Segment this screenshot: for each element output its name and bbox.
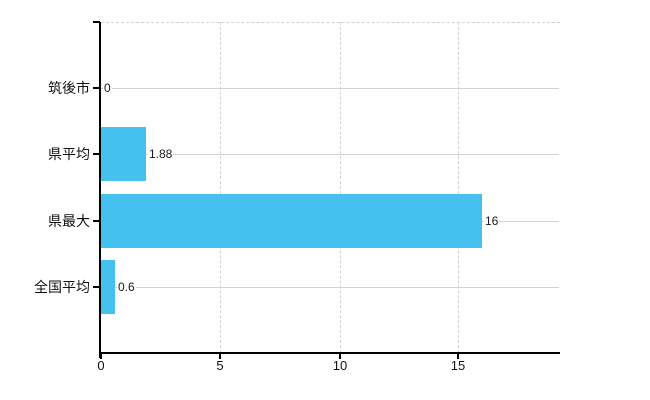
value-label-chikugo-shi: 0 — [103, 81, 112, 95]
category-label-ken-saidai: 県最大 — [48, 213, 90, 229]
v-gridline-15 — [458, 22, 459, 353]
x-tick-label-5: 5 — [216, 358, 224, 373]
y-tick-row-1 — [93, 153, 100, 155]
h-gridline-row-3 — [101, 287, 559, 288]
category-label-chikugo-shi: 筑後市 — [48, 80, 90, 96]
x-tick-5 — [219, 354, 221, 359]
x-axis-line — [99, 352, 560, 354]
x-tick-10 — [339, 354, 341, 359]
v-gridline-10 — [340, 22, 341, 353]
x-tick-label-15: 15 — [450, 358, 466, 373]
value-label-ken-heikin: 1.88 — [148, 147, 174, 161]
y-axis-line — [99, 22, 101, 358]
x-tick-label-0: 0 — [97, 358, 105, 373]
y-tick-row-3 — [93, 286, 100, 288]
x-tick-0 — [100, 354, 102, 359]
v-gridline-5 — [220, 22, 221, 353]
h-gridline-row-1 — [101, 154, 559, 155]
x-tick-label-10: 10 — [332, 358, 348, 373]
plot-top-border — [101, 22, 560, 23]
category-label-ken-heikin: 県平均 — [48, 146, 90, 162]
x-tick-15 — [457, 354, 459, 359]
bar-zenkoku-heikin — [101, 260, 115, 314]
category-label-zenkoku-heikin: 全国平均 — [34, 279, 90, 295]
bar-ken-saidai — [101, 194, 482, 248]
bar-ken-heikin — [101, 127, 146, 181]
value-label-ken-saidai: 16 — [484, 214, 500, 228]
value-label-zenkoku-heikin: 0.6 — [117, 280, 136, 294]
y-tick-top — [93, 21, 100, 23]
h-gridline-row-0 — [101, 88, 559, 89]
y-tick-row-0 — [93, 87, 100, 89]
y-tick-row-2 — [93, 220, 100, 222]
